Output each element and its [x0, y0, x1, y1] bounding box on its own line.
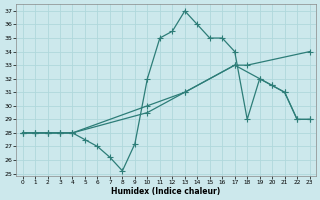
- X-axis label: Humidex (Indice chaleur): Humidex (Indice chaleur): [111, 187, 221, 196]
